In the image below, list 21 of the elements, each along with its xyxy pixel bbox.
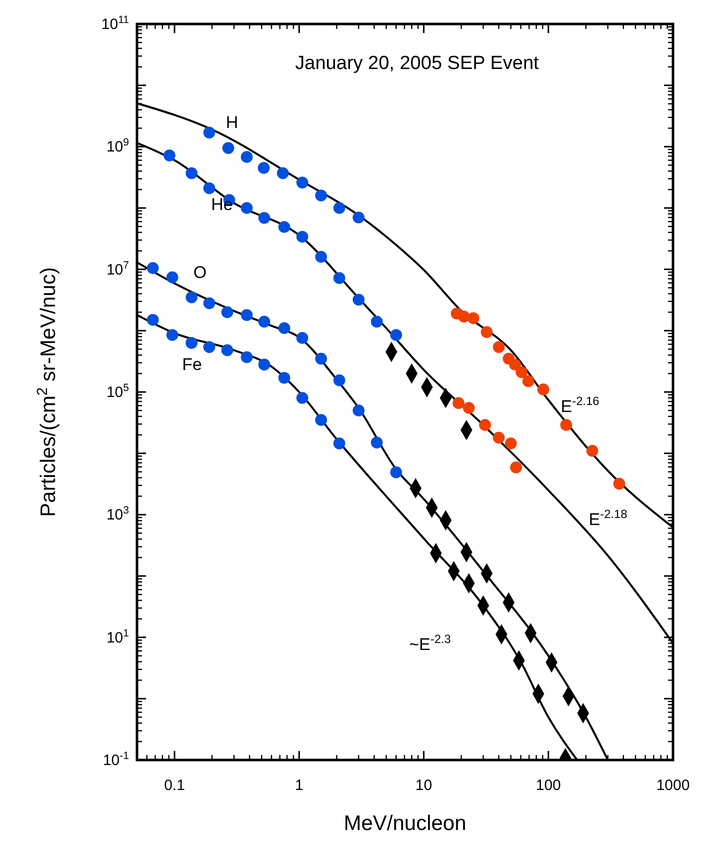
y-tick-label: 10$^{9}$	[106, 136, 130, 156]
annotation: ~E$^{-2.3}$	[409, 632, 452, 654]
annotation: E$^{-2.16}$	[560, 394, 600, 416]
x-axis-title: MeV/nucleon	[344, 812, 466, 835]
x-tick-label: 10	[415, 777, 432, 794]
text: January 20, 2005 SEP Event	[295, 53, 540, 74]
x-tick-label: 1000	[656, 777, 690, 794]
y-tick-label: 10$^{-1}$	[102, 750, 130, 769]
y-tick-label: 10$^{5}$	[106, 382, 130, 401]
annotation: H	[226, 113, 238, 132]
y-tick-label: 10$^{11}$	[101, 14, 130, 33]
y-tick-label: 10$^{3}$	[106, 504, 130, 524]
annotation: E$^{-2.18}$	[588, 507, 628, 529]
annotation: O	[193, 263, 207, 282]
x-tick-label: 100	[536, 777, 561, 794]
annotation: Fe	[182, 355, 202, 374]
x-tick-label: 1	[294, 777, 304, 794]
y-tick-label: 10$^{1}$	[106, 627, 130, 646]
y-tick-label: 10$^{7}$	[106, 259, 130, 278]
annotation: He	[211, 195, 233, 214]
x-tick-label: 0.1	[164, 777, 185, 794]
